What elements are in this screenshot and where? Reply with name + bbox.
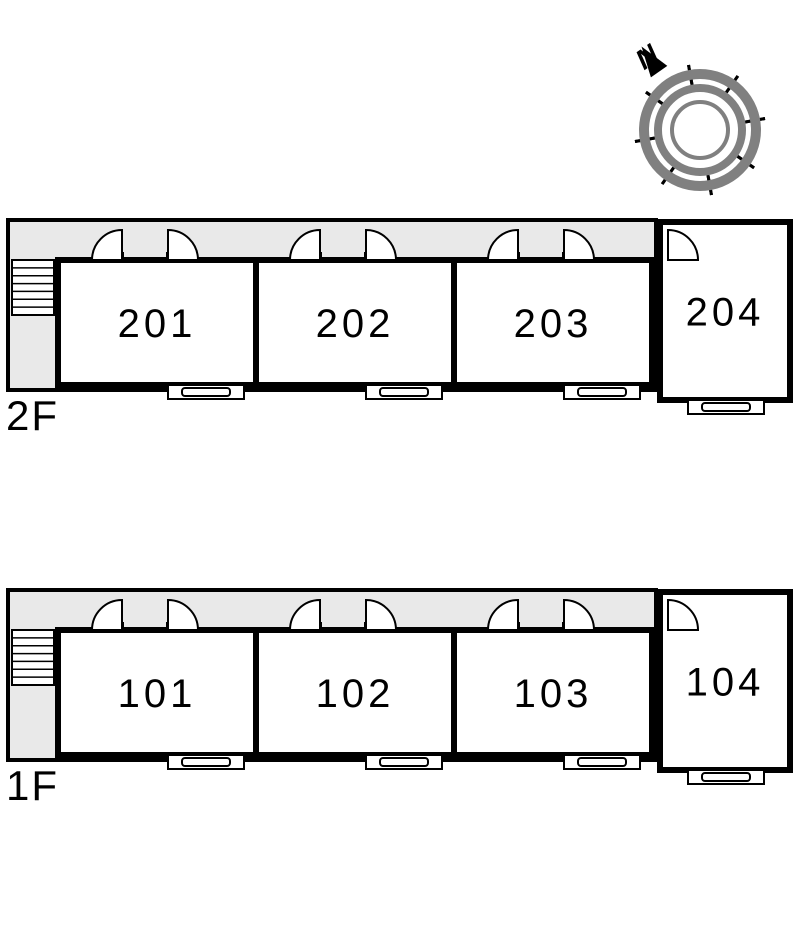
- room-label-203: 203: [514, 302, 593, 346]
- floor-label-1F: 1F: [6, 762, 59, 809]
- room-label-103: 103: [514, 672, 593, 716]
- room-label-201: 201: [118, 302, 197, 346]
- floor-plan-diagram: N2012022032042F1011021031041F: [0, 0, 800, 942]
- floor-label-2F: 2F: [6, 392, 59, 439]
- room-label-102: 102: [316, 672, 395, 716]
- room-label-202: 202: [316, 302, 395, 346]
- room-label-204: 204: [686, 291, 765, 335]
- room-label-101: 101: [118, 672, 197, 716]
- room-label-104: 104: [686, 661, 765, 705]
